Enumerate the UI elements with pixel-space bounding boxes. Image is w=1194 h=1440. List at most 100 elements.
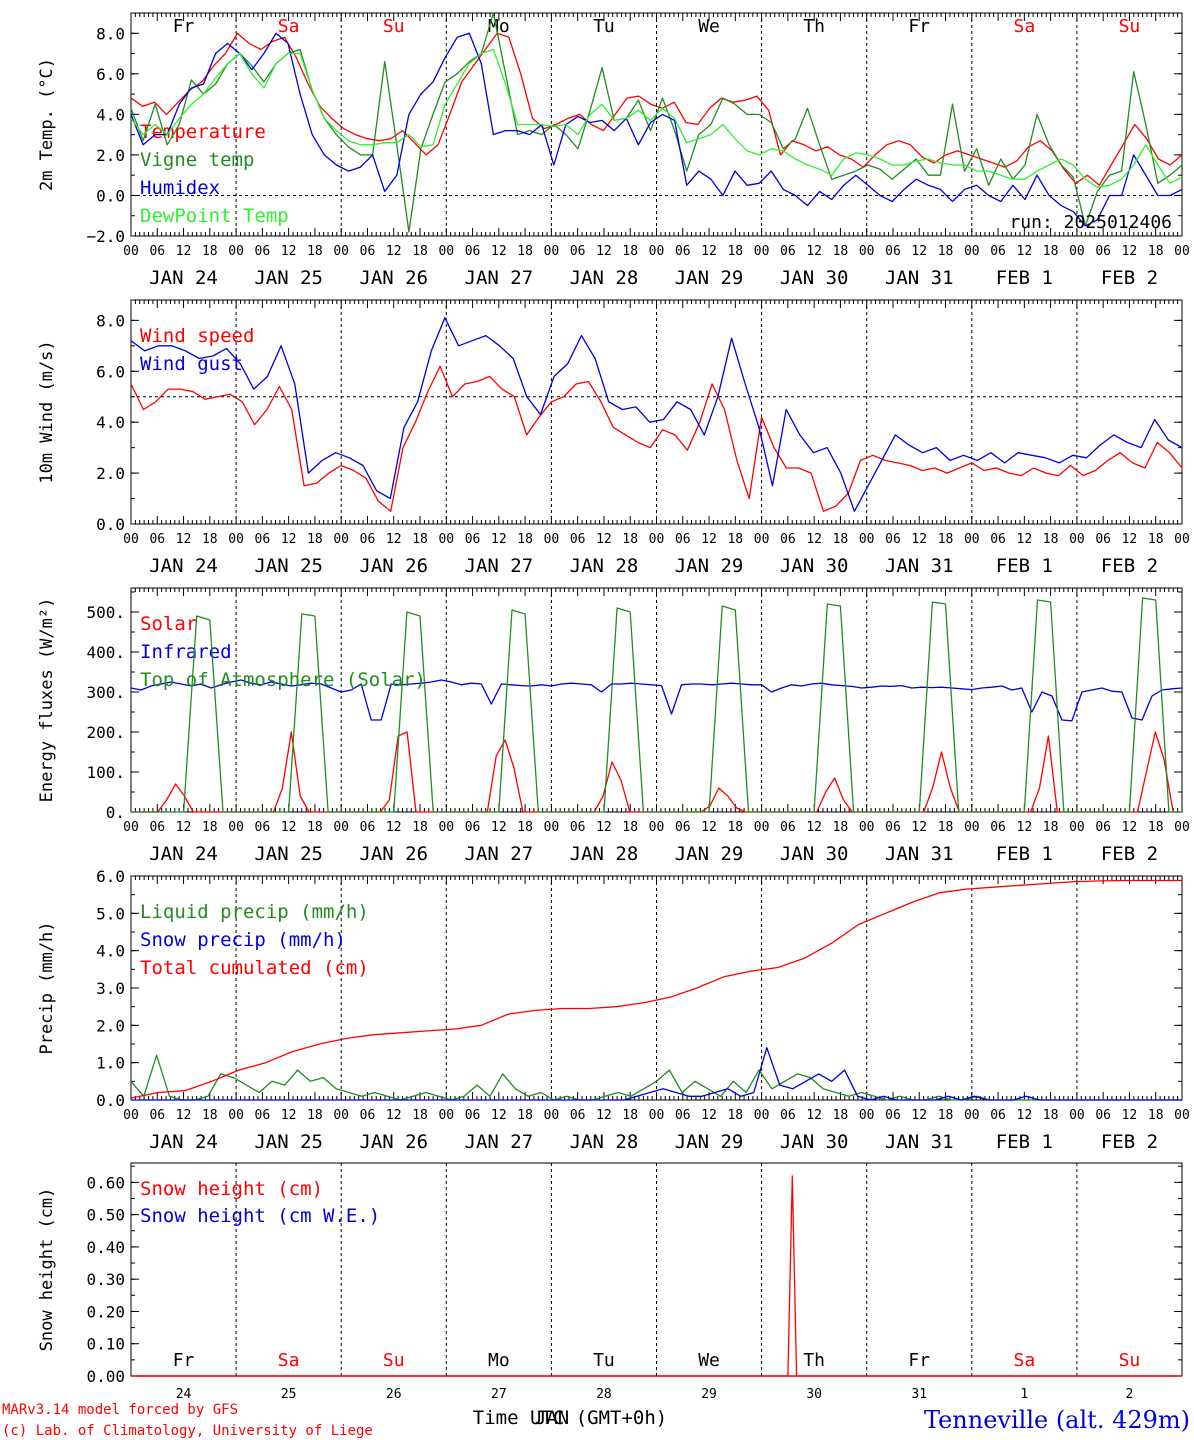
hour-label: 12 (911, 1108, 927, 1123)
hour-label: 18 (833, 532, 849, 547)
day-number-label: 2 (1126, 1387, 1134, 1402)
y-tick-label: 0.60 (86, 1173, 125, 1192)
footer-lab-line: (c) Lab. of Climatology, University of L… (2, 1423, 373, 1439)
hour-label: 18 (412, 1108, 428, 1123)
y-tick-label: −2.0 (86, 227, 125, 246)
hour-label: 18 (938, 532, 954, 547)
hour-label: 00 (859, 1108, 875, 1123)
date-label: JAN 30 (780, 843, 849, 865)
hour-label: 12 (386, 532, 402, 547)
weekday-label: Tu (593, 1350, 615, 1371)
hour-label: 12 (176, 244, 192, 259)
station-title: Tenneville (alt. 429m) (924, 1406, 1190, 1434)
hour-label: 00 (123, 820, 139, 835)
hour-label: 18 (727, 532, 743, 547)
y-tick-label: 1.0 (96, 1054, 125, 1073)
legend-entry: Vigne temp (140, 149, 254, 171)
hour-label: 12 (491, 532, 507, 547)
y-tick-label: 5.0 (96, 904, 125, 923)
hour-label: 12 (596, 1108, 612, 1123)
hour-label: 12 (491, 244, 507, 259)
hour-label: 18 (622, 820, 638, 835)
hour-label: 12 (491, 820, 507, 835)
hour-label: 18 (1148, 1108, 1164, 1123)
hour-label: 18 (517, 1108, 533, 1123)
hour-label: 12 (1122, 532, 1138, 547)
day-number-label: 29 (701, 1387, 717, 1402)
y-tick-label: 0.50 (86, 1206, 125, 1225)
weekday-label: Th (803, 1350, 825, 1371)
date-label: JAN 26 (359, 267, 428, 289)
hour-label: 06 (885, 532, 901, 547)
hour-label: 18 (1043, 1108, 1059, 1123)
hour-label: 06 (990, 1108, 1006, 1123)
hour-label: 18 (727, 244, 743, 259)
hour-label: 12 (1122, 820, 1138, 835)
day-number-label: 30 (806, 1387, 822, 1402)
hour-label: 00 (333, 244, 349, 259)
hour-label: 06 (780, 532, 796, 547)
hour-label: 12 (806, 244, 822, 259)
date-label: JAN 24 (149, 1131, 218, 1153)
hour-label: 18 (517, 244, 533, 259)
hour-label: 18 (412, 820, 428, 835)
hour-label: 06 (675, 244, 691, 259)
hour-label: 06 (570, 820, 586, 835)
date-label: JAN 25 (254, 555, 323, 577)
hour-label: 18 (307, 820, 323, 835)
hour-label: 18 (1148, 244, 1164, 259)
hour-label: 12 (1122, 244, 1138, 259)
hour-label: 06 (675, 532, 691, 547)
y-tick-label: 2.0 (96, 1016, 125, 1035)
date-label: JAN 29 (675, 555, 744, 577)
y-tick-label: 400. (86, 643, 125, 662)
date-label: JAN 24 (149, 555, 218, 577)
hour-label: 00 (1069, 532, 1085, 547)
hour-label: 18 (412, 244, 428, 259)
hour-label: 06 (570, 1108, 586, 1123)
hour-label: 18 (1043, 820, 1059, 835)
hour-label: 18 (307, 1108, 323, 1123)
hour-label: 00 (438, 244, 454, 259)
hour-label: 06 (780, 244, 796, 259)
y-tick-label: 3.0 (96, 979, 125, 998)
hour-label: 12 (281, 532, 297, 547)
chart-panel-4: 6.0 5.0 4.0 3.0 2.0 1.0 0.0 Precip (mm/h) 00 06 12… (37, 867, 1190, 1153)
hour-label: 06 (360, 820, 376, 835)
hour-label: 00 (1174, 532, 1190, 547)
hour-label: 00 (228, 244, 244, 259)
date-label: JAN 30 (780, 1131, 849, 1153)
hour-label: 12 (701, 244, 717, 259)
hour-label: 00 (544, 244, 560, 259)
weekday-label: We (698, 16, 720, 37)
date-label: FEB 1 (996, 843, 1053, 865)
date-label: FEB 1 (996, 1131, 1053, 1153)
legend-entry: Liquid precip (mm/h) (140, 901, 369, 923)
legend-entry: Temperature (140, 121, 266, 143)
weekday-label: Fr (173, 16, 195, 37)
hour-label: 06 (255, 532, 271, 547)
hour-label: 18 (202, 532, 218, 547)
date-label: JAN 28 (570, 555, 639, 577)
hour-label: 06 (255, 244, 271, 259)
legend-entry: Wind speed (140, 325, 254, 347)
hour-label: 06 (360, 1108, 376, 1123)
hour-label: 06 (990, 532, 1006, 547)
legend-entry: Infrared (140, 641, 232, 663)
y-tick-label: 8.0 (96, 24, 125, 43)
hour-label: 00 (964, 244, 980, 259)
series-line-3 (130, 879, 1182, 1099)
y-tick-label: 2.0 (96, 146, 125, 165)
hour-label: 00 (333, 532, 349, 547)
date-label: FEB 2 (1101, 843, 1158, 865)
hour-label: 00 (964, 1108, 980, 1123)
hour-label: 12 (176, 1108, 192, 1123)
date-label: JAN 29 (675, 1131, 744, 1153)
hour-label: 06 (885, 820, 901, 835)
hour-label: 06 (149, 532, 165, 547)
hour-label: 06 (149, 244, 165, 259)
hour-label: 18 (622, 1108, 638, 1123)
chart-panel-3: 500. 400. 300. 200. 100. 0. Energy fluxes (W/m… (37, 587, 1190, 865)
hour-label: 06 (885, 1108, 901, 1123)
